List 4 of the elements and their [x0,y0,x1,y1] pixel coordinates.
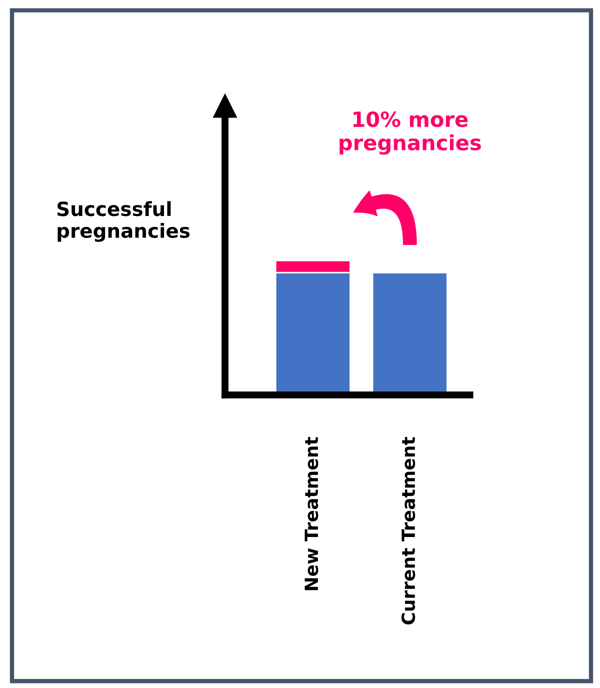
x-tick-label: Current Treatment [401,436,416,624]
y-axis-title: Successful pregnancies [57,201,190,242]
text: 10% more pregnancies [340,111,481,155]
x-tick-label: New Treatment [304,436,318,590]
